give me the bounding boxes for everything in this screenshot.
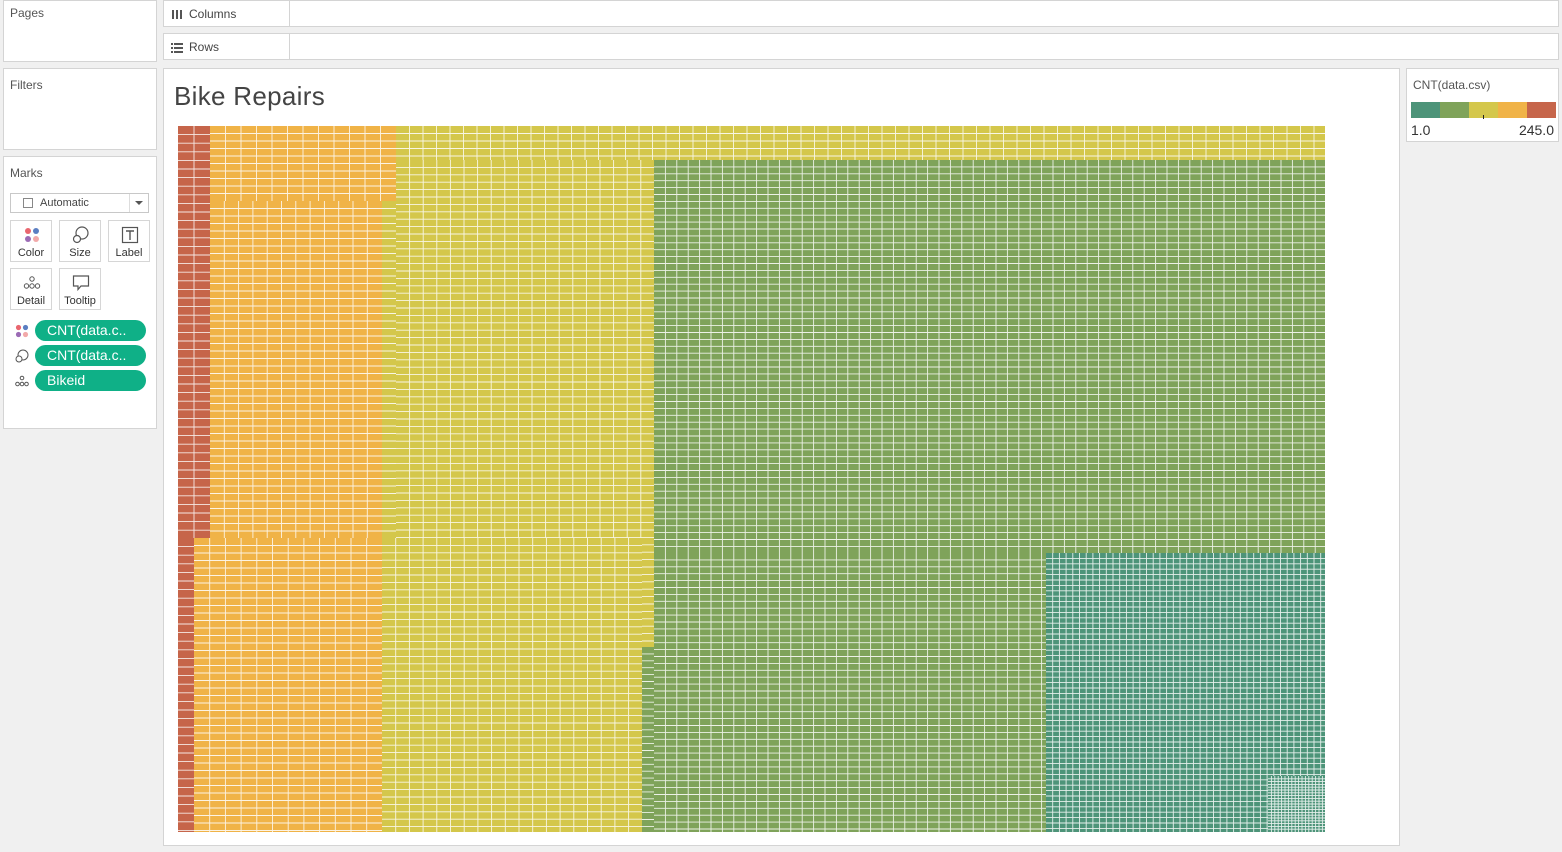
mark-type-dropdown[interactable]: Automatic xyxy=(10,193,149,213)
size-button[interactable]: Size xyxy=(59,220,101,262)
filters-card-title: Filters xyxy=(10,78,43,92)
treemap-chart[interactable] xyxy=(178,126,1325,832)
label-button[interactable]: Label xyxy=(108,220,150,262)
viz-title[interactable]: Bike Repairs xyxy=(174,81,325,111)
color-pill-row[interactable]: CNT(data.c.. xyxy=(4,320,156,342)
columns-shelf-label: Columns xyxy=(164,1,290,26)
legend-color-ramp xyxy=(1411,102,1556,118)
color-legend[interactable]: CNT(data.csv) 1.0 245.0 xyxy=(1406,68,1559,142)
size-circles-icon xyxy=(72,226,89,244)
treemap-band-red[interactable] xyxy=(178,126,210,538)
treemap-band-green-strip[interactable] xyxy=(642,647,654,832)
pages-card-title: Pages xyxy=(10,6,45,20)
treemap-band-orange-mid[interactable] xyxy=(210,201,382,538)
legend-title: CNT(data.csv) xyxy=(1413,78,1491,92)
legend-swatch xyxy=(1527,102,1556,118)
color-dots-icon xyxy=(25,228,39,242)
treemap-band-teal-smallest[interactable] xyxy=(1268,776,1325,832)
treemap-band-green-top[interactable] xyxy=(654,160,1325,553)
detail-pill-row[interactable]: Bikeid xyxy=(4,370,156,392)
treemap-band-yellow-strip[interactable] xyxy=(382,201,396,538)
rows-shelf-label: Rows xyxy=(164,34,290,59)
columns-icon xyxy=(172,9,182,19)
detail-dots-icon xyxy=(23,276,41,289)
treemap-band-yellow-top[interactable] xyxy=(396,126,1325,160)
color-field-pill[interactable]: CNT(data.c.. xyxy=(35,320,146,341)
text-label-icon xyxy=(121,226,139,244)
detail-dots-icon xyxy=(15,375,29,387)
legend-swatch xyxy=(1440,102,1469,118)
pages-card[interactable]: Pages xyxy=(3,0,157,62)
legend-tick xyxy=(1483,115,1484,119)
tooltip-bubble-icon xyxy=(72,275,90,292)
size-pill-row[interactable]: CNT(data.c.. xyxy=(4,345,156,367)
treemap-band-red-lower[interactable] xyxy=(178,538,194,832)
treemap-band-yellow-lower[interactable] xyxy=(382,538,642,832)
color-button[interactable]: Color xyxy=(10,220,52,262)
columns-shelf[interactable]: Columns xyxy=(163,0,1559,27)
legend-max-label: 245.0 xyxy=(1518,122,1554,138)
size-circles-icon xyxy=(15,349,29,363)
treemap-band-orange-top[interactable] xyxy=(210,126,396,201)
treemap-band-orange-lower[interactable] xyxy=(194,538,382,832)
marks-card-title: Marks xyxy=(10,166,43,180)
square-icon xyxy=(23,198,33,208)
legend-swatch xyxy=(1469,102,1498,118)
marks-card: Marks Automatic Color Size Label xyxy=(3,156,157,429)
detail-button[interactable]: Detail xyxy=(10,268,52,310)
filters-card[interactable]: Filters xyxy=(3,68,157,150)
legend-min-label: 1.0 xyxy=(1411,122,1431,138)
detail-field-pill[interactable]: Bikeid xyxy=(35,370,146,391)
tooltip-button[interactable]: Tooltip xyxy=(59,268,101,310)
viz-panel: Bike Repairs xyxy=(163,68,1400,846)
treemap-band-green-lower[interactable] xyxy=(654,553,1046,832)
legend-swatch xyxy=(1411,102,1440,118)
chevron-down-icon[interactable] xyxy=(129,194,148,212)
size-field-pill[interactable]: CNT(data.c.. xyxy=(35,345,146,366)
legend-swatch xyxy=(1498,102,1527,118)
color-dots-icon xyxy=(15,324,29,338)
rows-shelf[interactable]: Rows xyxy=(163,33,1559,60)
rows-icon xyxy=(171,42,183,53)
